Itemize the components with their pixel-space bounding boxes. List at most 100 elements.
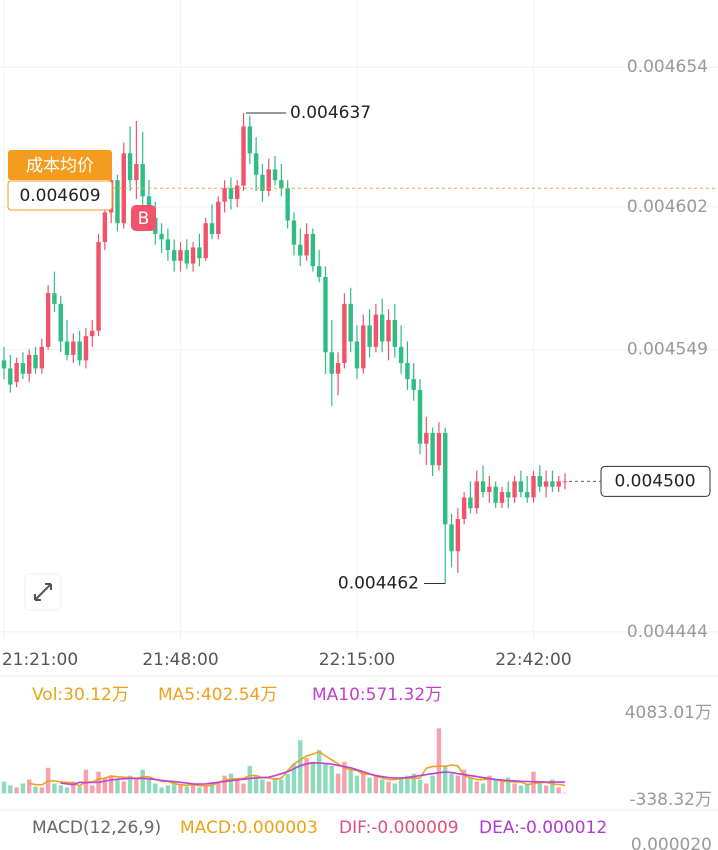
volume-bar [235,779,240,794]
candle-body [1,360,7,369]
candle-body [228,188,234,199]
y-tick-label: 0.004602 [627,197,708,217]
volume-bar [392,783,398,794]
candle-body [550,481,555,487]
candle-body [543,481,549,487]
volume-bar [39,787,45,794]
expand-icon [34,583,52,601]
candle-body [260,174,265,191]
ma-line [60,761,565,786]
x-tick-label: 21:21:00 [2,650,78,670]
volume-bar [127,775,133,794]
candle-body [480,481,486,493]
candle-body [329,352,334,374]
candle-body [449,524,454,552]
volume-bar [115,779,120,794]
volume-bar [58,785,63,794]
candle-body [45,293,51,347]
candle-body [33,354,38,369]
volume-bar [90,785,95,794]
candle-body [96,242,101,331]
volume-bar [279,779,284,794]
volume-bar [518,785,524,794]
candle-body [159,233,164,240]
candle-body [184,250,190,264]
macd-legend-entry: MACD(12,26,9) [32,818,161,838]
candle-body [90,330,95,337]
candle-body [222,188,227,202]
candle-body [512,481,517,498]
candle-body [83,336,89,361]
candle-body [298,244,303,256]
candle-body [487,486,492,493]
cost-tag [8,150,112,180]
macd-axis-label: 0.000020 [631,835,712,850]
candle-body [392,320,398,347]
candle-body [266,169,271,191]
x-tick-label: 22:15:00 [319,650,395,670]
y-tick-label: -338.32万 [629,790,712,810]
candle-body [291,220,297,245]
volume-bar [316,750,322,794]
candle-body [285,188,290,221]
volume-bar [121,781,126,794]
candle-body [436,432,442,466]
volume-bar [436,728,442,794]
candle-body [556,481,561,487]
volume-bar [386,781,391,794]
volume-bar [291,763,297,794]
volume-bar [140,769,145,794]
volume-bar [71,781,76,794]
volume-bar [190,783,196,794]
candle-body [367,325,372,347]
candle-body [379,314,385,342]
volume-bar [171,781,177,794]
candle-body [493,486,498,503]
volume-bar [379,779,385,794]
candle-body [140,164,145,197]
buy-marker-label: B [138,209,150,229]
y-tick-label: 4083.01万 [625,703,712,723]
volume-bar [367,777,372,794]
candle-body [524,492,530,498]
volume-bar [506,777,511,794]
candle-body [58,303,63,342]
volume-bar [146,779,152,794]
cost-value: 0.004609 [19,186,100,206]
volume-bar [165,785,171,794]
macd-legend-entry: DEA:-0.000012 [479,818,607,838]
volume-bar [543,785,549,794]
candle-body [77,341,82,361]
ma-line [29,751,566,787]
volume-bar [33,786,38,794]
volume-bar [524,783,530,794]
volume-bar [449,773,454,794]
candle-body [506,492,511,498]
volume-bar [550,779,555,794]
candle-body [499,492,505,503]
volume-bar [556,787,561,794]
candle-body [115,180,120,224]
volume-bar [253,775,259,794]
x-tick-label: 22:42:00 [495,650,571,670]
volume-bar [455,775,461,794]
overlay: 0.004654 0.004602 0.004549 0.004444 21:21:00… [2,57,718,850]
volume-bar [348,769,353,794]
volume-bar [216,781,221,794]
candle-body [361,325,366,369]
volume-bar [260,779,265,794]
volume-bar [424,783,429,794]
candle-body [20,363,26,374]
volume-bar [14,787,19,794]
volume-bar [209,783,215,794]
candle-body [272,169,278,181]
volume-bar [27,779,32,794]
candle-body [121,153,126,224]
volume-bar [411,773,416,794]
candle-body [562,481,568,483]
candle-body [127,153,133,181]
volume-bar [285,773,290,794]
volume-bar [153,783,158,794]
y-tick-label: 0.004444 [627,622,708,642]
